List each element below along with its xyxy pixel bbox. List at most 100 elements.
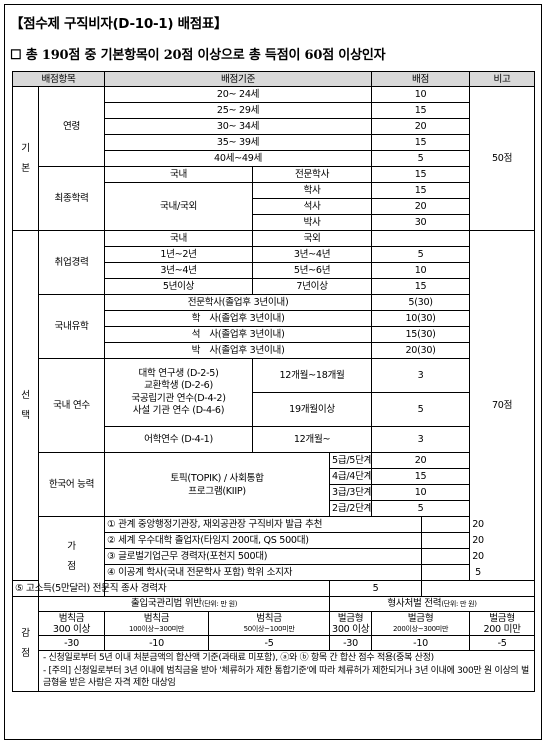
study-criteria: 학 사(졸업후 3년이내) <box>104 310 373 327</box>
career-label: 취업경력 <box>37 230 106 295</box>
bonus-score: 20 <box>421 548 536 565</box>
bonus-criteria: ⑤ 고소득(5만달러) 전문직 종사 경력자 <box>11 580 331 597</box>
header-criteria: 배점기준 <box>104 71 373 87</box>
study-criteria: 전문학사(졸업후 3년이내) <box>104 294 373 311</box>
deduct-notes: - 신청일로부터 5년 이내 처분금액의 합산액 기준(과태료 미포함), ⓐ와… <box>37 650 536 692</box>
deduct-value: -5 <box>469 635 536 651</box>
edu-degree: 전문학사 <box>252 166 373 183</box>
age-criteria: 30~ 34세 <box>104 118 373 135</box>
age-criteria: 20~ 24세 <box>104 86 373 103</box>
deduct-value: -5 <box>208 635 331 651</box>
study-label: 국내유학 <box>37 294 106 359</box>
career-abroad: 3년~4년 <box>252 246 373 263</box>
training-score-1: 3 <box>371 358 471 393</box>
korean-level: 2급/2단계 상당 <box>329 500 373 517</box>
edu-degree: 학사 <box>252 182 373 199</box>
training-score-2: 5 <box>371 392 471 427</box>
group-select: 선 택 <box>12 230 39 581</box>
deduct-value: -30 <box>329 635 373 651</box>
career-head-abroad: 국외 <box>252 230 373 247</box>
career-domestic: 3년~4년 <box>104 262 254 279</box>
bonus-criteria: ① 관계 중앙행정기관장, 재외공관장 구직비자 발급 추천 <box>104 516 423 533</box>
career-score: 5 <box>371 246 471 263</box>
training-period-2: 19개월이상 <box>252 392 373 427</box>
bonus-score: 5 <box>329 580 423 597</box>
korean-level: 4급/4단계 상당 <box>329 468 373 485</box>
deduct-col: 범칙금 50이상~100미만 <box>208 611 331 636</box>
deduct-value: -10 <box>104 635 210 651</box>
career-domestic: 1년~2년 <box>104 246 254 263</box>
age-criteria: 40세~49세 <box>104 150 373 167</box>
header-score: 배점 <box>371 71 471 87</box>
korean-score: 15 <box>371 468 471 485</box>
edu-degree: 석사 <box>252 198 373 215</box>
study-score: 15(30) <box>371 326 471 343</box>
score-table: 배점항목 배점기준 배점 비고 기 본 연령 20~ 24세 10 50점 25… <box>11 71 536 692</box>
edu-score: 15 <box>371 166 471 183</box>
deduct-col: 범칙금 100이상~300미만 <box>104 611 210 636</box>
korean-score: 20 <box>371 452 471 469</box>
training-period-1: 12개월~18개월 <box>252 358 373 393</box>
header-item: 배점항목 <box>11 71 106 87</box>
career-score: 15 <box>371 278 471 295</box>
korean-level: 5급/5단계 상당 <box>329 452 373 469</box>
group-deduct: 감 점 <box>12 596 39 692</box>
edu-both: 국내/국외 <box>104 182 254 231</box>
bonus-criteria: ④ 이공계 학사(국내 전문학사 포함) 학위 소지자 <box>104 564 423 581</box>
career-abroad: 5년~6년 <box>252 262 373 279</box>
age-score: 15 <box>371 134 471 151</box>
korean-label: 한국어 능력 <box>37 452 106 517</box>
age-label: 연령 <box>37 86 106 167</box>
edu-label: 최종학력 <box>37 166 106 231</box>
deduct-criminal-head: 형사처벌 전력(단위: 만 원) <box>329 596 536 612</box>
page-subtitle: ☐ 총 190점 중 기본항목이 20점 이상으로 총 득점이 60점 이상인자 <box>10 48 386 63</box>
bonus-score: 5 <box>421 564 536 581</box>
career-abroad: 7년이상 <box>252 278 373 295</box>
korean-score: 10 <box>371 484 471 501</box>
header-row: 배점항목 배점기준 배점 비고 <box>11 71 536 87</box>
edu-score: 30 <box>371 214 471 231</box>
page-frame <box>4 4 542 740</box>
korean-score: 5 <box>371 500 471 517</box>
edu-score: 15 <box>371 182 471 199</box>
study-score: 10(30) <box>371 310 471 327</box>
basic-note: 50점 <box>469 86 536 231</box>
bonus-criteria: ② 세계 우수대학 졸업자(타임지 200대, QS 500대) <box>104 532 423 549</box>
deduct-value: -30 <box>37 635 106 651</box>
study-score: 20(30) <box>371 342 471 359</box>
deduct-violation-head: 출입국관리법 위반(단위: 만 원) <box>37 596 331 612</box>
age-score: 15 <box>371 102 471 119</box>
deduct-col: 범칙금 300 이상 <box>37 611 106 636</box>
bonus-score: 20 <box>421 516 536 533</box>
korean-desc: 토픽(TOPIK) / 사회통합 프로그램(KIIP) <box>104 452 331 517</box>
training-institutions: 대학 연구생 (D-2-5) 교환학생 (D-2-6) 국공립기관 연수(D-4… <box>104 358 254 427</box>
deduct-col: 벌금형 200이상~300미만 <box>371 611 471 636</box>
career-head-domestic: 국내 <box>104 230 254 247</box>
training-label: 국내 연수 <box>37 358 106 453</box>
study-criteria: 석 사(졸업후 3년이내) <box>104 326 373 343</box>
age-criteria: 35~ 39세 <box>104 134 373 151</box>
edu-domestic: 국내 <box>104 166 254 183</box>
age-score: 10 <box>371 86 471 103</box>
edu-degree: 박사 <box>252 214 373 231</box>
deduct-col: 벌금형 300 이상 <box>329 611 373 636</box>
group-basic: 기 본 <box>12 86 39 231</box>
bonus-score: 20 <box>421 532 536 549</box>
training-period-3: 12개월~ <box>252 426 373 453</box>
career-domestic: 5년이상 <box>104 278 254 295</box>
header-note: 비고 <box>469 71 536 87</box>
korean-level: 3급/3단계 상당 <box>329 484 373 501</box>
career-score: 10 <box>371 262 471 279</box>
edu-score: 20 <box>371 198 471 215</box>
bonus-criteria: ③ 글로벌기업근무 경력자(포천지 500대) <box>104 548 423 565</box>
age-score: 5 <box>371 150 471 167</box>
study-score: 5(30) <box>371 294 471 311</box>
training-language: 어학연수 (D-4-1) <box>104 426 254 453</box>
age-criteria: 25~ 29세 <box>104 102 373 119</box>
deduct-col: 벌금형 200 미만 <box>469 611 536 636</box>
study-criteria: 박 사(졸업후 3년이내) <box>104 342 373 359</box>
age-score: 20 <box>371 118 471 135</box>
training-score-3: 3 <box>371 426 471 453</box>
deduct-value: -10 <box>371 635 471 651</box>
page-title: 【점수제 구직비자(D-10-1) 배점표】 <box>10 16 228 32</box>
